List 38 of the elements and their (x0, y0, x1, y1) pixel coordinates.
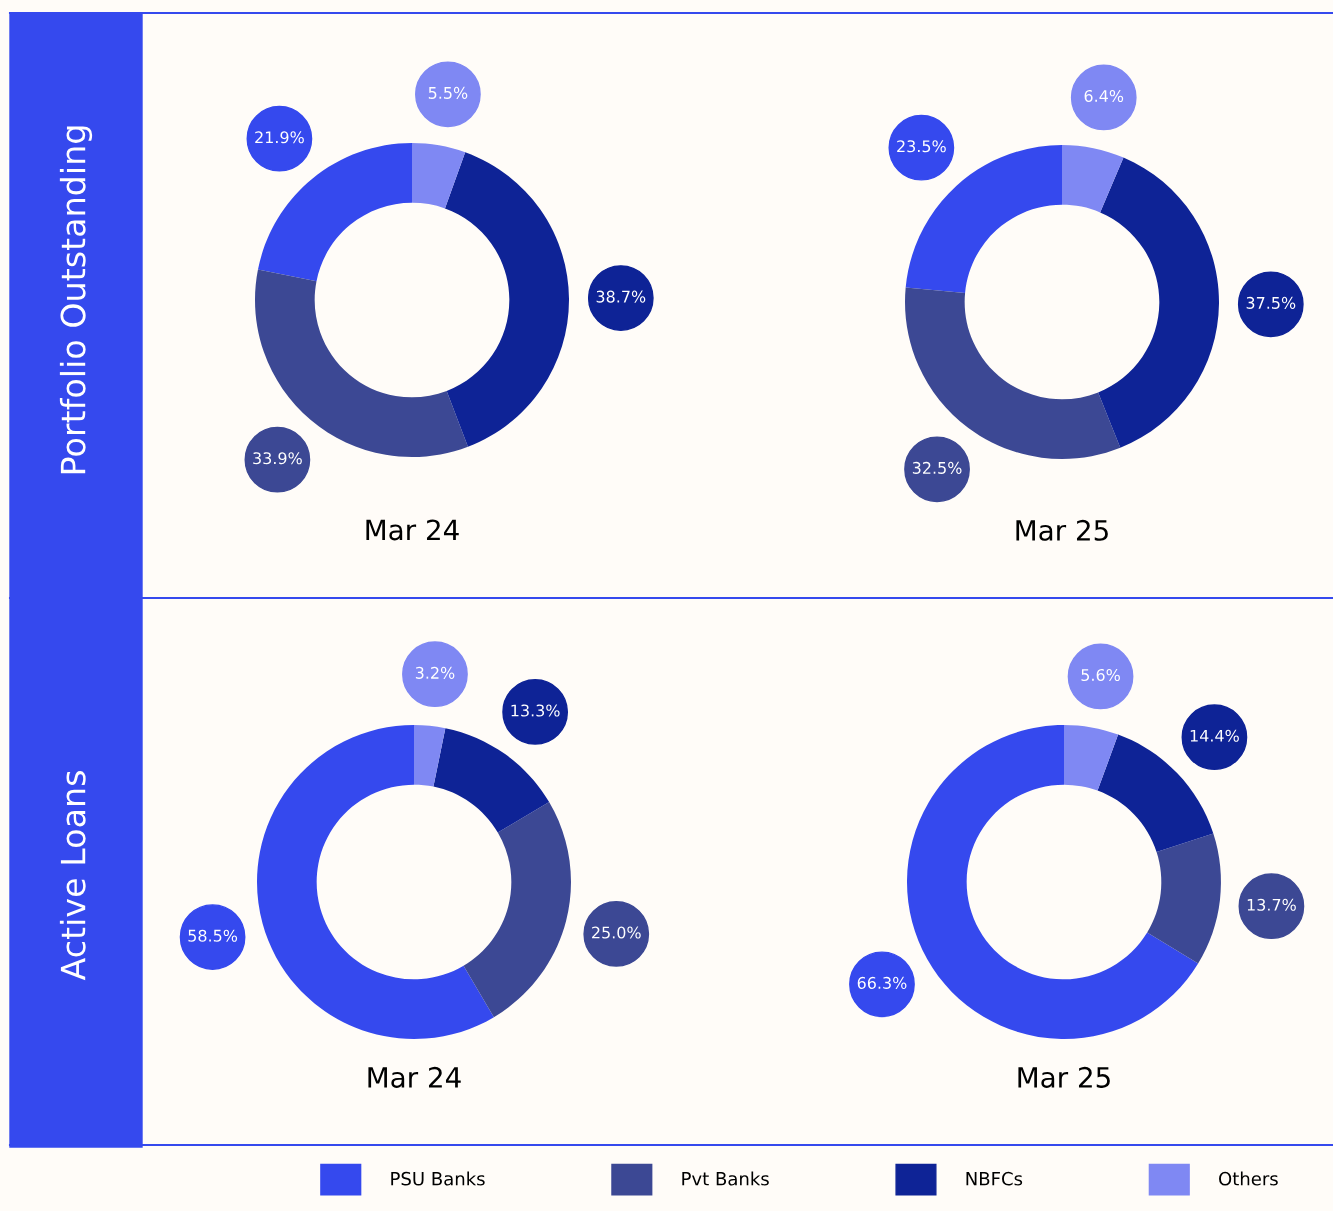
data-label: 58.5% (188, 929, 238, 942)
donut-slice (1064, 725, 1119, 791)
data-label: 3.2% (415, 666, 455, 679)
data-label: 32.5% (912, 461, 962, 474)
legend-label: Others (1219, 1171, 1278, 1186)
data-label: 5.5% (428, 86, 468, 99)
text: Mar 24 (368, 1066, 461, 1088)
donut-slice (1147, 833, 1221, 964)
data-label: 38.7% (596, 290, 646, 303)
donut-slice (412, 143, 466, 209)
data-label: 5.6% (1081, 668, 1120, 682)
donut-slice (257, 143, 412, 282)
donut-slice (433, 728, 550, 833)
data-label: 13.7% (1247, 898, 1296, 911)
donut-slice (444, 152, 569, 447)
data-label: 66.3% (857, 976, 907, 989)
donut-slice (1062, 145, 1124, 213)
legend-label: NBFCs (966, 1171, 1023, 1186)
donut-slice (905, 287, 1121, 459)
text: Mar 24 (366, 519, 459, 541)
data-label: 13.3% (511, 704, 560, 717)
legend-label: PSU Banks (391, 1171, 485, 1186)
donut-slice (257, 725, 494, 1039)
data-label: 14.4% (1190, 729, 1239, 742)
data-label: 21.9% (255, 131, 304, 144)
data-label: 23.5% (897, 140, 946, 153)
donut-slice (1098, 157, 1219, 448)
data-label: 6.4% (1084, 89, 1124, 103)
text: Portfolio Outstanding (59, 126, 93, 474)
text: Mar 25 (1018, 1066, 1110, 1088)
text: Mar 25 (1016, 519, 1108, 541)
legend-label: Pvt Banks (682, 1171, 769, 1186)
text: Active Loans (59, 771, 86, 981)
data-label: 37.5% (1246, 296, 1296, 309)
data-label: 33.9% (253, 452, 302, 465)
data-label: 25.0% (592, 926, 641, 939)
donut-slice (463, 802, 571, 1018)
donut-slice (414, 725, 446, 787)
